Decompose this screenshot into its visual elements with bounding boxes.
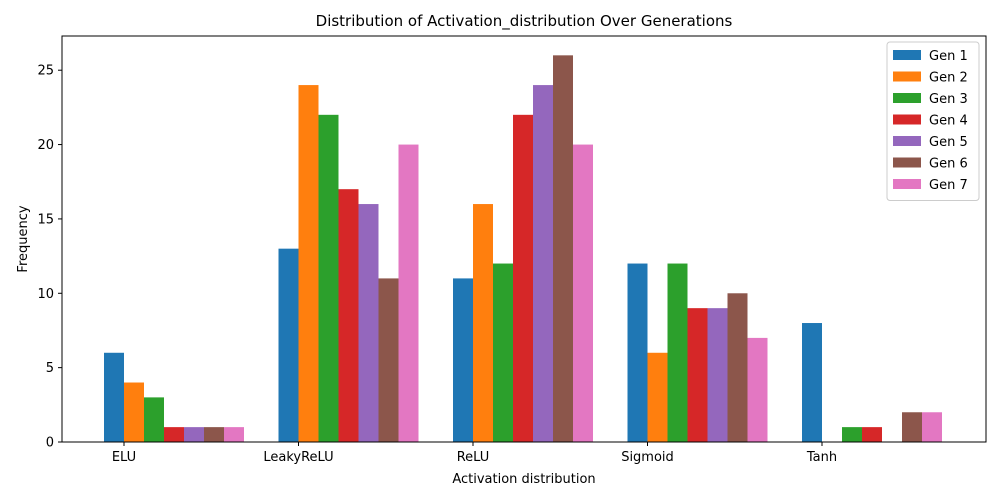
bar-gen-7-relu (573, 144, 593, 443)
bar-gen-4-relu (513, 114, 533, 443)
legend-label-gen-4: Gen 4 (929, 114, 968, 129)
legend-swatch-gen-4 (893, 114, 921, 125)
y-axis: 0 5 10 15 20 25 (37, 64, 62, 451)
bar-gen-4-elu (164, 427, 184, 442)
x-tick-label-leakyrelu: LeakyReLU (263, 450, 333, 465)
x-tick-label-relu: ReLU (457, 450, 490, 465)
chart-title: Distribution of Activation_distribution … (316, 12, 733, 31)
bar-gen-3-relu (493, 263, 513, 442)
bar-gen-6-leakyrelu (378, 278, 399, 442)
x-axis-label: Activation distribution (452, 472, 595, 487)
x-tick-label-sigmoid: Sigmoid (621, 450, 674, 465)
bar-gen-7-tanh (922, 412, 942, 442)
bar-gen-1-tanh (802, 323, 822, 442)
bar-gen-5-sigmoid (707, 308, 728, 442)
bar-gen-1-leakyrelu (278, 248, 299, 442)
bar-gen-2-sigmoid (647, 352, 668, 442)
bars-group (104, 55, 942, 443)
bar-gen-3-tanh (842, 427, 862, 442)
legend-label-gen-2: Gen 2 (929, 71, 968, 86)
legend-swatch-gen-2 (893, 71, 921, 82)
legend-swatch-gen-5 (893, 136, 921, 146)
y-axis-label: Frequency (16, 205, 31, 272)
plot-frame (61, 35, 987, 443)
legend-swatch-gen-3 (893, 93, 921, 103)
legend-swatch-gen-6 (893, 157, 921, 168)
bar-gen-2-leakyrelu (298, 85, 319, 443)
legend: Gen 1 Gen 2 Gen 3 Gen 4 Gen 5 Gen 6 Gen 7 (886, 41, 980, 201)
y-tick-label: 15 (37, 212, 54, 227)
bar-gen-3-leakyrelu (318, 114, 339, 443)
bar-gen-1-elu (104, 352, 124, 442)
bar-gen-5-elu (184, 427, 204, 442)
legend-swatch-gen-1 (893, 50, 921, 60)
legend-label-gen-3: Gen 3 (929, 92, 968, 107)
legend-label-gen-5: Gen 5 (929, 135, 968, 150)
x-tick-label-elu: ELU (112, 450, 136, 465)
x-tick-label-tanh: Tanh (806, 450, 837, 465)
bar-gen-2-elu (124, 382, 144, 442)
x-axis: ELU LeakyReLU ReLU Sigmoid Tanh (112, 442, 837, 465)
legend-label-gen-6: Gen 6 (929, 157, 968, 172)
legend-swatch-gen-7 (893, 179, 921, 189)
bar-gen-4-sigmoid (687, 308, 708, 442)
y-tick-label: 5 (46, 361, 54, 376)
y-tick-label: 10 (37, 287, 54, 302)
bar-gen-5-relu (533, 85, 553, 443)
bar-gen-7-elu (224, 427, 244, 442)
bar-gen-1-relu (453, 278, 473, 442)
bar-gen-4-leakyrelu (338, 189, 359, 442)
bar-gen-7-leakyrelu (398, 144, 419, 443)
bar-gen-6-elu (204, 427, 224, 442)
bar-gen-3-elu (144, 397, 164, 442)
bar-gen-6-relu (553, 55, 573, 442)
bar-gen-6-tanh (902, 412, 922, 442)
legend-label-gen-1: Gen 1 (929, 49, 968, 64)
bar-gen-5-leakyrelu (358, 204, 379, 442)
y-tick-label: 20 (37, 138, 54, 153)
bar-gen-7-sigmoid (747, 337, 768, 442)
y-tick-label: 0 (46, 436, 54, 451)
bar-gen-1-sigmoid (627, 263, 648, 442)
bar-gen-2-relu (473, 204, 493, 442)
bar-gen-3-sigmoid (667, 263, 688, 442)
bar-gen-6-sigmoid (727, 293, 748, 442)
legend-label-gen-7: Gen 7 (929, 178, 968, 193)
bar-gen-4-tanh (862, 427, 882, 442)
y-tick-label: 25 (37, 64, 54, 79)
